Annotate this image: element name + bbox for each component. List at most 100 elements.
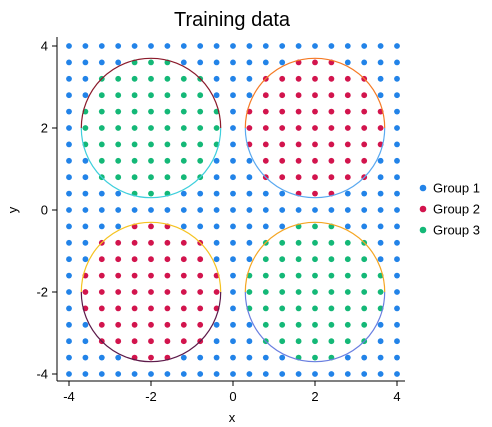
data-point [377,338,384,345]
data-point [82,223,89,230]
data-point [115,207,122,213]
data-point [82,371,89,377]
data-point [262,43,269,49]
data-point [197,371,204,377]
data-point [148,305,154,312]
data-point [295,125,302,131]
data-point [394,75,400,82]
data-point [66,321,72,328]
data-point [230,256,236,263]
data-point [279,371,286,377]
data-point [131,256,138,263]
data-point [213,256,220,263]
y-tick-label: 0 [41,203,48,218]
data-point [377,59,384,66]
data-point [197,321,204,328]
data-point [197,256,204,263]
data-point [82,207,89,213]
data-point [344,43,351,49]
data-point [115,59,122,66]
data-point [213,125,220,131]
data-point [180,289,187,295]
data-point [164,207,171,213]
data-point [148,59,154,66]
data-point [148,108,154,115]
data-point [246,43,253,49]
data-point [246,256,253,263]
data-point [197,108,204,115]
data-point [246,207,253,213]
data-point [66,354,72,361]
data-point [328,289,335,295]
data-point [213,174,220,181]
data-point [312,108,318,115]
data-point [377,289,384,295]
data-point [115,289,122,295]
data-point [230,43,236,49]
data-point [148,157,154,164]
data-point [115,305,122,312]
data-point [312,239,318,246]
data-point [197,207,204,213]
x-axis-title: x [229,410,236,425]
data-point [344,157,351,164]
legend-marker [419,184,427,192]
data-point [82,157,89,164]
data-point [246,239,253,246]
data-point [262,190,269,197]
data-point [377,371,384,377]
data-point [312,92,318,99]
data-point [131,239,138,246]
data-point [98,207,105,213]
data-point [230,223,236,230]
data-point [279,75,286,82]
data-point [394,321,400,328]
data-point [295,305,302,312]
data-point [344,338,351,345]
data-point [180,75,187,82]
data-point [131,141,138,148]
circle-arc-top-1 [80,57,222,129]
data-point [66,190,72,197]
data-point [246,321,253,328]
data-point [361,92,368,99]
data-point [394,289,400,295]
data-point [115,239,122,246]
data-point [312,207,318,213]
data-point [394,141,400,148]
data-point [312,256,318,263]
data-point [82,239,89,246]
data-point [148,125,154,131]
data-point [394,305,400,312]
x-tick-label: 4 [393,389,400,404]
data-point [361,223,368,230]
data-point [197,289,204,295]
data-point [197,305,204,312]
data-point [131,174,138,181]
y-axis-ticks: -4 -2 0 2 4 [36,39,57,382]
data-point [148,92,154,99]
data-point [377,354,384,361]
data-point [164,256,171,263]
data-point [377,75,384,82]
data-point [377,92,384,99]
data-point [131,207,138,213]
data-point [98,272,105,279]
data-point [148,371,154,377]
legend-label: Group 3 [433,223,480,238]
data-point [230,92,236,99]
data-point [344,289,351,295]
data-point [230,108,236,115]
data-point [213,207,220,213]
data-point [164,305,171,312]
legend: Group 1 Group 2 Group 3 [419,181,480,238]
data-point [361,256,368,263]
data-point [131,108,138,115]
data-point [180,256,187,263]
data-point [213,92,220,99]
data-point [148,207,154,213]
data-point [312,338,318,345]
data-point [148,174,154,181]
data-point [82,338,89,345]
data-point [66,125,72,131]
